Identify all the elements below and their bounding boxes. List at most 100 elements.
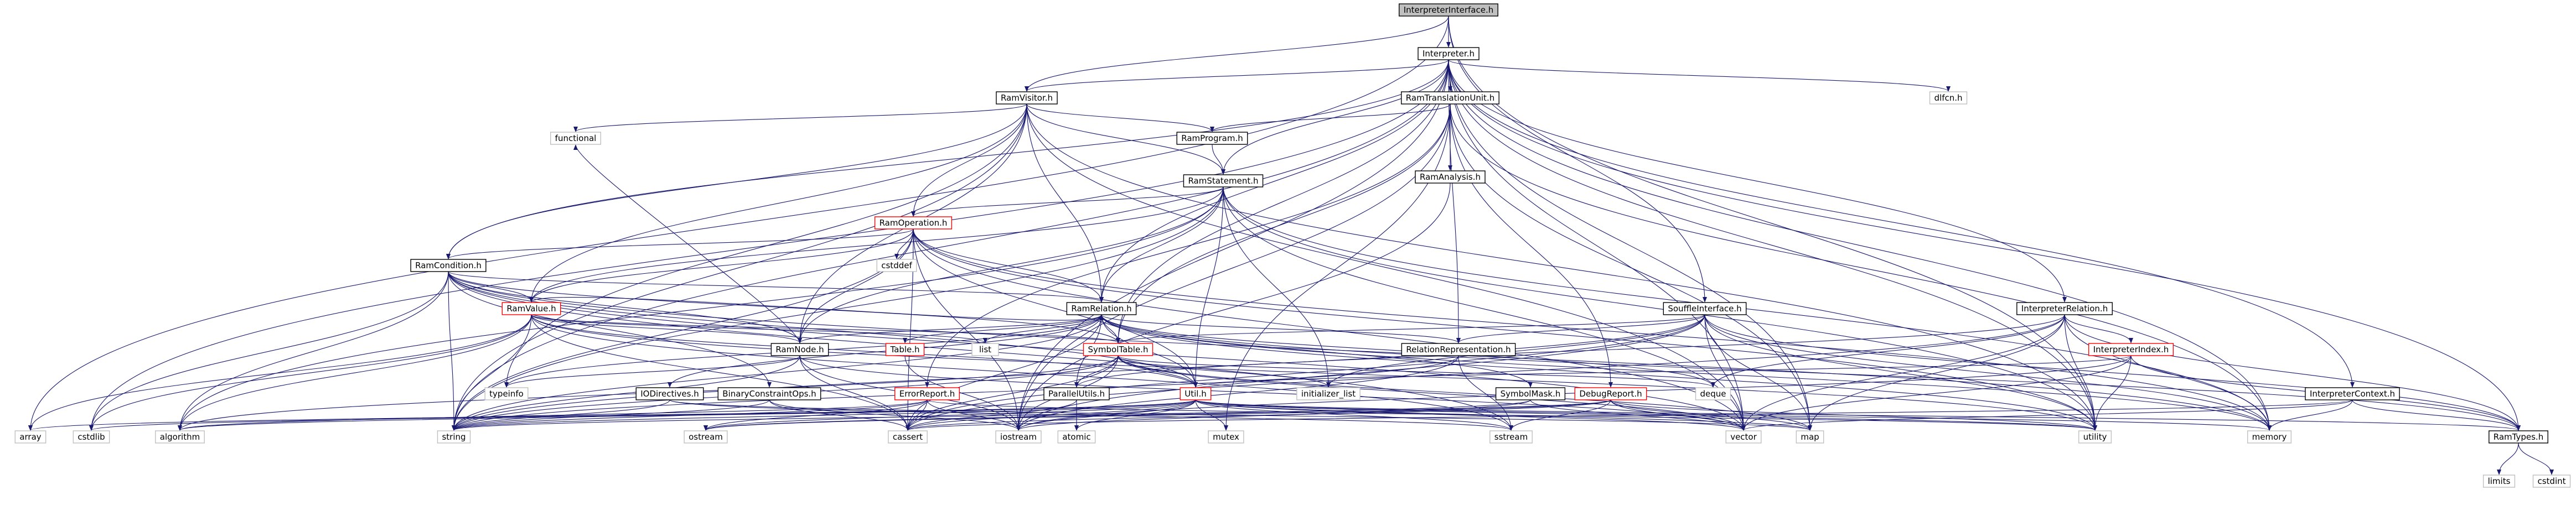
node-label: list (979, 345, 991, 355)
edge-souffleint-to-symtable (1116, 314, 1705, 343)
node-box (437, 430, 471, 444)
node-label: deque (1700, 389, 1726, 399)
edge-interpidx-to-util (1193, 355, 2132, 388)
edge-ramtu-to-mutex (1224, 103, 1451, 431)
edge-interp-to-iostream (1016, 59, 1449, 431)
edge-ramnode-to-typeinfo (504, 355, 800, 388)
node-ramvisitor[interactable]: RamVisitor.h (996, 91, 1058, 105)
node-box (1574, 387, 1647, 400)
node-interprel[interactable]: InterpreterRelation.h (2016, 302, 2113, 315)
node-box (1663, 302, 1747, 315)
edge-ramcondition-to-symtable (448, 271, 1120, 343)
edge-ramtu-to-debugrep (1450, 103, 1613, 388)
node-ramtypes[interactable]: RamTypes.h (2489, 430, 2548, 444)
node-label: RamProgram.h (1181, 133, 1243, 143)
node-box (1418, 47, 1480, 60)
edge-ramstatement-to-ramoperation (911, 186, 1224, 217)
edge-interpctx-to-vector (1741, 399, 2353, 431)
edge-ramtypes-to-limits (2497, 442, 2519, 475)
edge-debugrep-to-map (1610, 399, 1812, 431)
edge-interprel-to-map (1808, 314, 2065, 431)
node-table[interactable]: Table.h (885, 343, 925, 356)
node-ramstatement[interactable]: RamStatement.h (1183, 174, 1264, 187)
node-parutils[interactable]: ParallelUtils.h (1043, 387, 1110, 400)
node-errreport[interactable]: ErrorReport.h (894, 387, 960, 400)
node-relrep[interactable]: RelationRepresentation.h (1401, 343, 1516, 356)
node-box (684, 430, 728, 444)
node-box (1083, 343, 1153, 356)
node-label: Table.h (889, 345, 919, 355)
node-box (410, 259, 487, 272)
edge-interp-to-interpctx (1448, 59, 2355, 388)
edge-util-to-ramtypes (1195, 399, 2521, 431)
node-symtable[interactable]: SymbolTable.h (1083, 343, 1153, 356)
node-ramprogram[interactable]: RamProgram.h (1176, 132, 1248, 145)
node-box (2016, 302, 2113, 315)
node-label: RamTypes.h (2494, 432, 2543, 442)
edge-ramvisitor-to-ramprogram (1026, 103, 1214, 132)
node-ramnode[interactable]: RamNode.h (770, 343, 829, 356)
edge-ramnode-to-cassert (799, 355, 910, 431)
node-array: array (14, 430, 46, 444)
edge-debugrep-to-vector (1610, 399, 1746, 431)
node-cassert: cassert (888, 430, 928, 444)
node-iodir[interactable]: IODirectives.h (635, 387, 704, 400)
node-label: InterpreterIndex.h (2093, 345, 2169, 355)
edge-ramstatement-to-util (1193, 186, 1224, 388)
edge-interp-to-ramtypes (1448, 59, 2521, 431)
node-interpctx[interactable]: InterpreterContext.h (2305, 387, 2400, 400)
edge-interp-to-utility (1448, 59, 2097, 431)
node-box (2482, 475, 2516, 488)
edge-symtable-to-initlist (1118, 355, 1331, 388)
node-ramoperation[interactable]: RamOperation.h (874, 216, 953, 230)
node-ramvalue[interactable]: RamValue.h (501, 302, 561, 315)
node-box (770, 343, 829, 356)
node-ramanalysis[interactable]: RamAnalysis.h (1415, 170, 1486, 184)
edge-debugrep-to-cassert (906, 399, 1611, 431)
edge-ramstatement-to-algorithm (178, 186, 1224, 431)
node-cstdint: cstdint (2532, 475, 2571, 488)
edge-interp-to-ramrelation (1099, 59, 1449, 303)
edge-iodir-to-map (669, 399, 1812, 431)
node-cstdlib: cstdlib (73, 430, 110, 444)
edge-ramanalysis-to-iostream (1016, 183, 1451, 431)
edge-ramrelation-to-ramtypes (1101, 314, 2521, 431)
node-ramtu[interactable]: RamTranslationUnit.h (1401, 91, 1499, 105)
node-root[interactable]: InterpreterInterface.h (1399, 3, 1498, 17)
edge-interpctx-to-ramtypes (2352, 399, 2521, 431)
node-box (2489, 430, 2548, 444)
edge-souffleint-to-relrep (1456, 314, 1705, 343)
node-util[interactable]: Util.h (1180, 387, 1212, 400)
edge-souffleint-to-initlist (1326, 314, 1705, 388)
edge-ramrelation-to-relrep (1101, 314, 1461, 343)
node-symmask[interactable]: SymbolMask.h (1495, 387, 1566, 400)
edge-ramvisitor-to-utility (1026, 103, 2097, 431)
node-label: ParallelUtils.h (1048, 389, 1105, 399)
node-bcops[interactable]: BinaryConstraintOps.h (717, 387, 821, 400)
node-ramrelation[interactable]: RamRelation.h (1066, 302, 1137, 315)
node-debugrep[interactable]: DebugReport.h (1574, 387, 1647, 400)
node-label: vector (1730, 432, 1757, 442)
node-souffleint[interactable]: SouffleInterface.h (1663, 302, 1747, 315)
edge-ramtu-to-iostream (1016, 103, 1451, 431)
node-ramcondition[interactable]: RamCondition.h (410, 259, 487, 272)
edge-ramcondition-to-algorithm (178, 271, 449, 431)
node-box (635, 387, 704, 400)
node-label: initializer_list (1301, 389, 1356, 399)
edge-ramvalue-to-cstdlib (89, 314, 532, 431)
node-memory: memory (2247, 430, 2292, 444)
edge-debugrep-to-string (452, 399, 1611, 431)
edge-parutils-to-cassert (906, 399, 1077, 431)
edge-interp-to-cstdlib (89, 59, 1449, 431)
edge-ramvalue-to-utility (531, 314, 2097, 431)
node-interp[interactable]: Interpreter.h (1418, 47, 1480, 60)
edge-util-to-string (452, 399, 1196, 431)
node-interpidx[interactable]: InterpreterIndex.h (2088, 343, 2174, 356)
node-label: RamVisitor.h (1001, 93, 1053, 103)
edge-interp-to-relrep (1448, 59, 1461, 343)
edge-debugrep-to-ostream (704, 399, 1611, 431)
edge-interp-to-map (1448, 59, 1812, 431)
node-box (1495, 387, 1566, 400)
node-box (155, 430, 205, 444)
node-box (2305, 387, 2400, 400)
